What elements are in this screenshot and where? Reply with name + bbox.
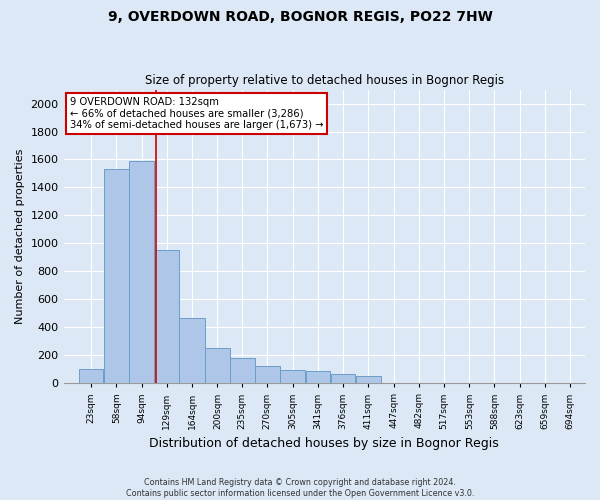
- Bar: [130, 161, 154, 384]
- Bar: [104, 170, 129, 384]
- Text: Contains HM Land Registry data © Crown copyright and database right 2024.
Contai: Contains HM Land Registry data © Crown c…: [126, 478, 474, 498]
- Bar: [179, 318, 205, 384]
- Title: Size of property relative to detached houses in Bognor Regis: Size of property relative to detached ho…: [145, 74, 504, 87]
- Bar: [230, 358, 254, 384]
- Bar: [356, 376, 381, 384]
- Bar: [331, 374, 355, 384]
- Text: 9, OVERDOWN ROAD, BOGNOR REGIS, PO22 7HW: 9, OVERDOWN ROAD, BOGNOR REGIS, PO22 7HW: [107, 10, 493, 24]
- Bar: [306, 370, 331, 384]
- Bar: [154, 250, 179, 384]
- Bar: [255, 366, 280, 384]
- Bar: [79, 370, 103, 384]
- Bar: [280, 370, 305, 384]
- Bar: [205, 348, 230, 384]
- X-axis label: Distribution of detached houses by size in Bognor Regis: Distribution of detached houses by size …: [149, 437, 499, 450]
- Y-axis label: Number of detached properties: Number of detached properties: [15, 148, 25, 324]
- Text: 9 OVERDOWN ROAD: 132sqm
← 66% of detached houses are smaller (3,286)
34% of semi: 9 OVERDOWN ROAD: 132sqm ← 66% of detache…: [70, 97, 323, 130]
